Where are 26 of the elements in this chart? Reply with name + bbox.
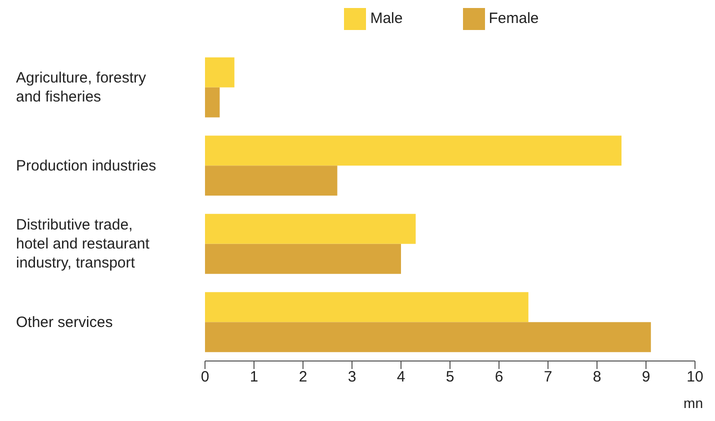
x-tick-label: 9 (642, 368, 650, 386)
bar (205, 322, 651, 352)
bar (205, 244, 401, 274)
legend-label: Male (370, 10, 403, 27)
x-tick-label: 8 (592, 368, 602, 386)
bar (205, 166, 338, 196)
x-tick-label: 5 (446, 368, 454, 386)
legend-label: Female (488, 10, 539, 27)
x-axis-title: mn (684, 395, 703, 411)
bar (205, 87, 220, 118)
x-tick-label: 6 (494, 368, 504, 386)
x-tick-label: 3 (348, 368, 356, 386)
x-tick-label: 10 (686, 368, 704, 386)
y-tick-label: Other services (16, 313, 113, 330)
bar (205, 136, 622, 166)
bar (205, 57, 234, 88)
x-tick-label: 0 (200, 368, 210, 386)
y-tick-label: Production industries (16, 156, 156, 174)
y-tick-label: Agriculture, forestry and fisheries (16, 69, 147, 106)
y-tick-label: Distributive trade, hotel and restaurant industry, transport (16, 216, 150, 272)
x-tick-label: 2 (298, 368, 308, 386)
bar (205, 292, 528, 322)
x-tick-label: 1 (250, 368, 258, 386)
x-tick-label: 7 (544, 368, 552, 386)
x-tick-label: 4 (396, 368, 406, 386)
bar (205, 214, 416, 244)
